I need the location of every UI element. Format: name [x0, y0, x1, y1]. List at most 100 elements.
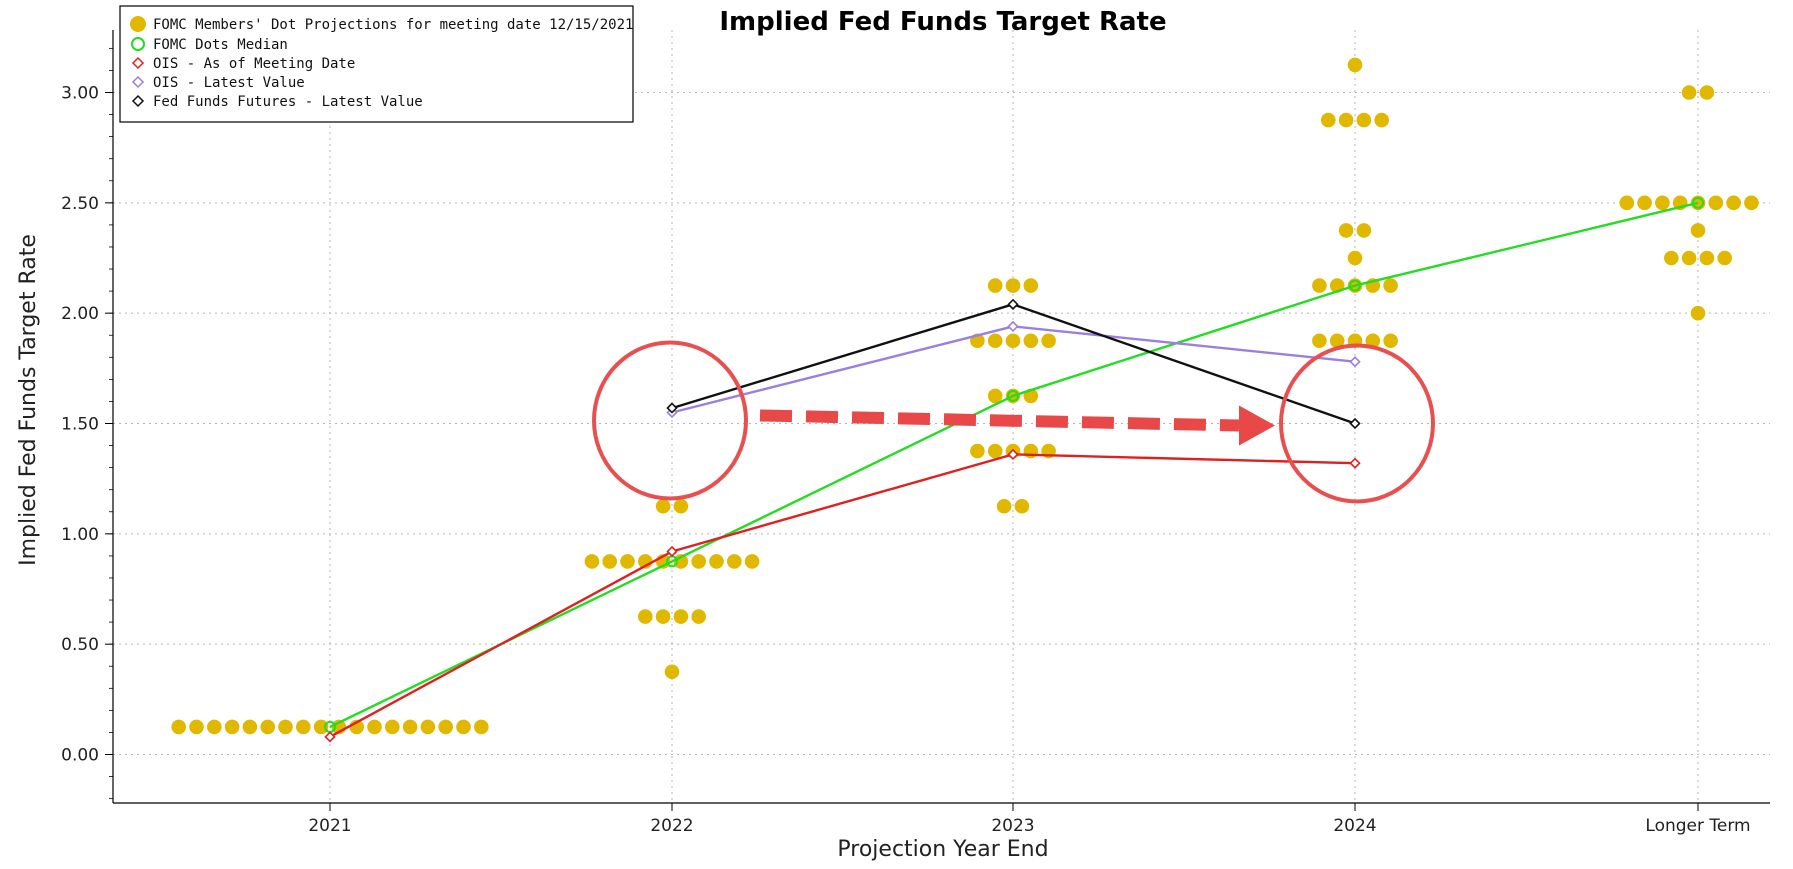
fomc-dot [1383, 333, 1398, 349]
fomc-dot [1312, 333, 1327, 349]
fomc-dot [1023, 443, 1039, 459]
series-marker [1007, 298, 1019, 310]
y-axis-label: Implied Fed Funds Target Rate [16, 234, 41, 566]
fomc-dot [584, 554, 600, 569]
fomc-dot [602, 554, 617, 569]
annotations [592, 340, 1435, 504]
x-axis-label: Projection Year End [837, 837, 1048, 862]
fomc-dot [1356, 112, 1372, 128]
fomc-dot [385, 719, 400, 735]
fomc-dot [1681, 85, 1697, 100]
fomc-dot [1312, 278, 1327, 293]
fomc-dot [655, 498, 671, 514]
series-marker [1349, 417, 1361, 430]
fomc-dot [1023, 333, 1039, 349]
fomc-dot [987, 443, 1003, 459]
fomc-dot [224, 719, 240, 735]
fomc-dot [673, 609, 689, 624]
fomc-dot [727, 554, 742, 569]
highlight-circle [592, 340, 748, 501]
fomc-dot [1356, 223, 1372, 238]
legend-marker-ois-latest [131, 75, 145, 89]
legend-label-dots: FOMC Members' Dot Projections for meetin… [153, 17, 633, 33]
fomc-dot [1383, 278, 1398, 293]
fomc-dot [1347, 57, 1363, 73]
series-line [329, 453, 1356, 738]
fomc-dot [456, 719, 471, 735]
grid-layer [105, 30, 1770, 811]
fomc-dot [620, 554, 635, 569]
fomc-dot [1726, 195, 1741, 211]
y-tick-label: 0.50 [61, 635, 99, 655]
fomc-dot [1374, 112, 1389, 128]
fomc-dot [691, 554, 706, 569]
fomc-dot [970, 443, 985, 459]
fomc-dot [1664, 250, 1679, 266]
fomc-dot [691, 609, 706, 624]
series-marker [666, 545, 678, 558]
fomc-dot [638, 609, 653, 624]
series-marker [324, 731, 336, 743]
fomc-dot [438, 719, 454, 735]
fomc-dot [1681, 250, 1697, 266]
fomc-dot [1699, 250, 1715, 266]
series-marker [1007, 320, 1019, 333]
x-tick-label: Longer Term [1645, 816, 1750, 836]
series-marker [1692, 196, 1704, 209]
fomc-dot [1655, 195, 1670, 211]
chart-title: Implied Fed Funds Target Rate [719, 7, 1166, 37]
fomc-dot [673, 498, 689, 514]
series-marker [666, 402, 678, 414]
series-marker [1349, 356, 1361, 368]
fomc-dot [1041, 333, 1056, 349]
y-tick-label: 2.50 [61, 194, 99, 214]
y-tick-label: 3.00 [61, 84, 99, 104]
fomc-dot [744, 554, 760, 569]
legend-box [119, 5, 634, 123]
fomc-dot [987, 333, 1003, 349]
fomc-dot [420, 719, 436, 735]
dashed-arrow-head [1239, 405, 1275, 446]
legend-marker-median [131, 37, 145, 51]
fomc-dot [207, 719, 222, 735]
fomc-dot [189, 719, 204, 735]
series-lines [324, 196, 1704, 743]
fomc-dot [1744, 195, 1759, 211]
y-tick-label: 1.00 [61, 525, 99, 545]
fomc-dot [1005, 333, 1021, 349]
fomc-dot [242, 719, 258, 735]
fomc-dot [987, 388, 1003, 404]
x-tick-label: 2022 [650, 816, 693, 836]
series-marker [1007, 448, 1019, 461]
legend-label-median: FOMC Dots Median [153, 37, 288, 53]
y-tick-label: 1.50 [61, 415, 99, 435]
fomc-dot [1717, 250, 1732, 266]
fomc-dot [1338, 112, 1354, 128]
fomc-dot [1690, 305, 1706, 321]
legend-marker-futures [131, 94, 145, 108]
fomc-dot [171, 719, 186, 735]
y-tick-labels: 0.00 0.50 1.00 1.50 2.00 2.50 3.00 [61, 84, 99, 766]
fomc-dot [474, 719, 489, 735]
fomc-dot [313, 719, 329, 735]
fomc-dot [1619, 195, 1635, 211]
x-tick-label: 2024 [1333, 816, 1376, 836]
fomc-dot [1321, 112, 1336, 128]
fomc-dot [1347, 250, 1363, 266]
fomc-dot [1699, 85, 1715, 100]
fomc-dot [1023, 278, 1039, 293]
y-tick-label: 2.00 [61, 304, 99, 324]
fomc-dot [367, 719, 382, 735]
fomc-dot [296, 719, 311, 735]
fomc-dot [1005, 278, 1021, 293]
fomc-dot [1338, 223, 1354, 238]
fomc-dot [402, 719, 418, 735]
fomc-dot [1637, 195, 1652, 211]
legend-label-ois-meeting: OIS - As of Meeting Date [153, 56, 355, 72]
fomc-dot [260, 719, 276, 735]
fomc-dot [1690, 223, 1706, 238]
fomc-dot [1014, 498, 1030, 514]
fomc-dot [1708, 195, 1724, 211]
fomc-dot [655, 609, 671, 624]
